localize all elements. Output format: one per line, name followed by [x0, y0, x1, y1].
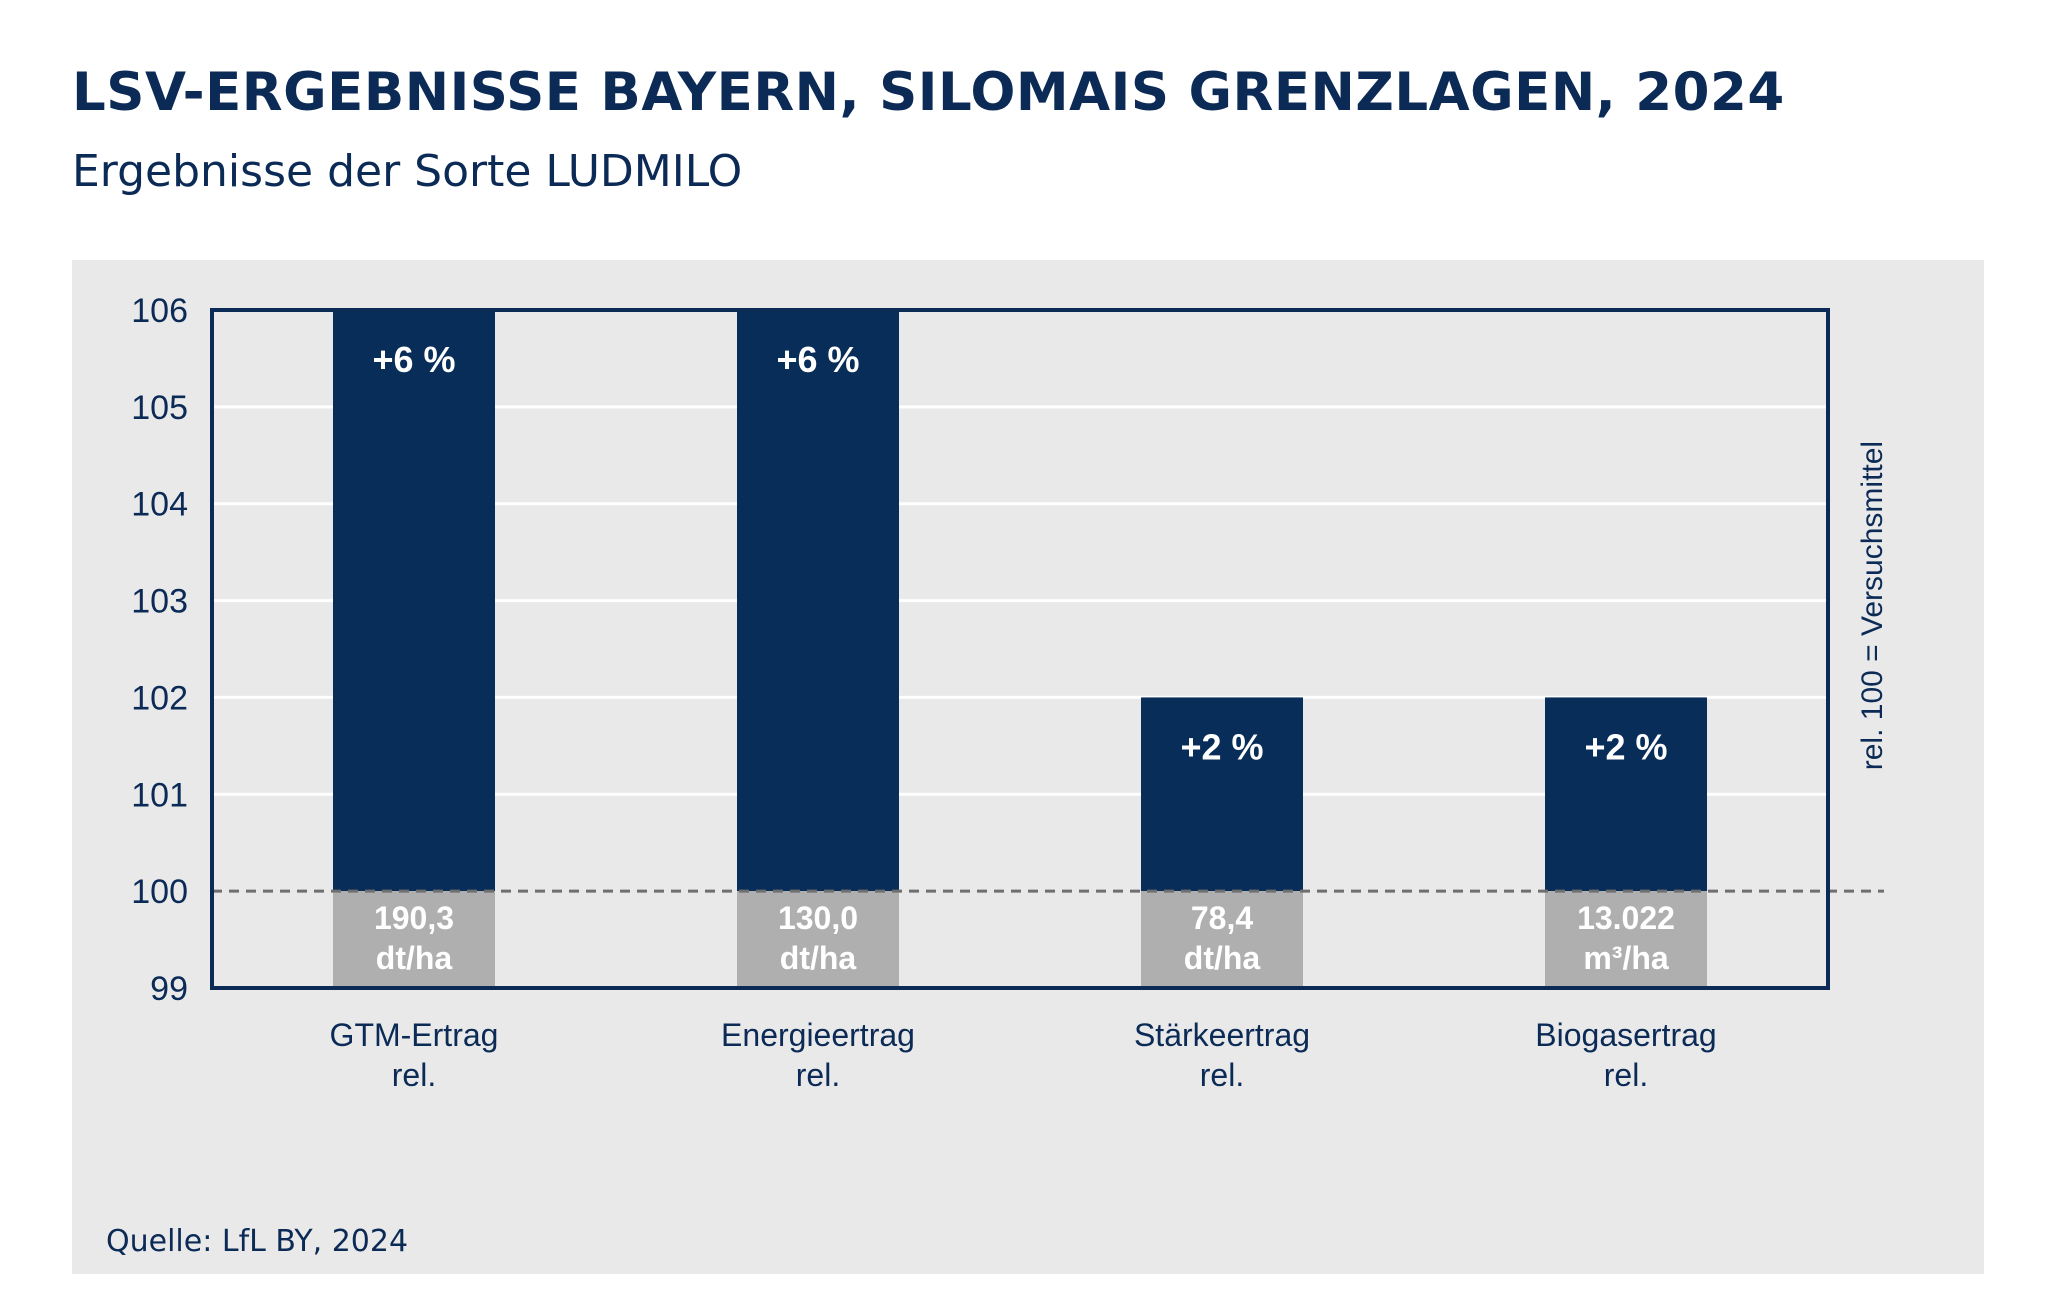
bar-chart: +6 % 190,3 dt/ha GTM-Ertrag rel. +6 % 130,0 dt/…: [131, 292, 1889, 1093]
plot-frame: [210, 308, 1830, 990]
bar-base-value-label: 190,3: [374, 900, 454, 936]
bar-base-block: [1141, 891, 1303, 988]
bar: [737, 310, 899, 892]
bar-base-value-label: 130,0: [778, 900, 858, 936]
y-tick-label: 105: [131, 389, 188, 427]
x-tick-label-line2: rel.: [1604, 1057, 1648, 1093]
bar-base-unit-label: dt/ha: [780, 940, 857, 976]
y-tick-label: 100: [131, 873, 188, 911]
bar-value-label: +2 %: [1584, 726, 1667, 767]
y-tick-label: 103: [131, 583, 188, 621]
bar-base-unit-label: dt/ha: [376, 940, 453, 976]
chart-panel: +6 % 190,3 dt/ha GTM-Ertrag rel. +6 % 130,0 dt/…: [72, 260, 1984, 1274]
bar-base-block: [333, 891, 495, 988]
chart-title: LSV-ERGEBNISSE BAYERN, SILOMAIS GRENZLAG…: [72, 62, 1785, 123]
y-tick-label: 99: [150, 970, 188, 1008]
bar: [333, 310, 495, 892]
chart-subtitle: Ergebnisse der Sorte LUDMILO: [72, 146, 743, 197]
x-tick-label: Energieertrag: [721, 1017, 915, 1053]
x-tick-label-line2: rel.: [1200, 1057, 1244, 1093]
y-tick-label: 101: [131, 776, 188, 814]
bar-base-value-label: 13.022: [1577, 900, 1675, 936]
bar-base-block: [737, 891, 899, 988]
x-tick-label-line2: rel.: [392, 1057, 436, 1093]
x-tick-label: GTM-Ertrag: [330, 1017, 499, 1053]
source-note: Quelle: LfL BY, 2024: [106, 1224, 409, 1259]
y-tick-label: 102: [131, 679, 188, 717]
x-tick-label: Biogasertrag: [1535, 1017, 1716, 1053]
x-tick-label: Stärkeertrag: [1134, 1017, 1310, 1053]
bar: [1141, 697, 1303, 892]
y-tick-label: 106: [131, 292, 188, 330]
bar-base-unit-label: m³/ha: [1583, 940, 1669, 976]
y-tick-label: 104: [131, 486, 188, 524]
x-tick-label-line2: rel.: [796, 1057, 840, 1093]
bar-value-label: +6 %: [372, 339, 455, 380]
bar-base-value-label: 78,4: [1191, 900, 1253, 936]
bar-value-label: +2 %: [1180, 726, 1263, 767]
bar-base-unit-label: dt/ha: [1184, 940, 1261, 976]
right-axis-label: rel. 100 = Versuchsmittel: [1856, 441, 1889, 770]
bar-value-label: +6 %: [776, 339, 859, 380]
bar: [1545, 697, 1707, 892]
bar-base-block: [1545, 891, 1707, 988]
